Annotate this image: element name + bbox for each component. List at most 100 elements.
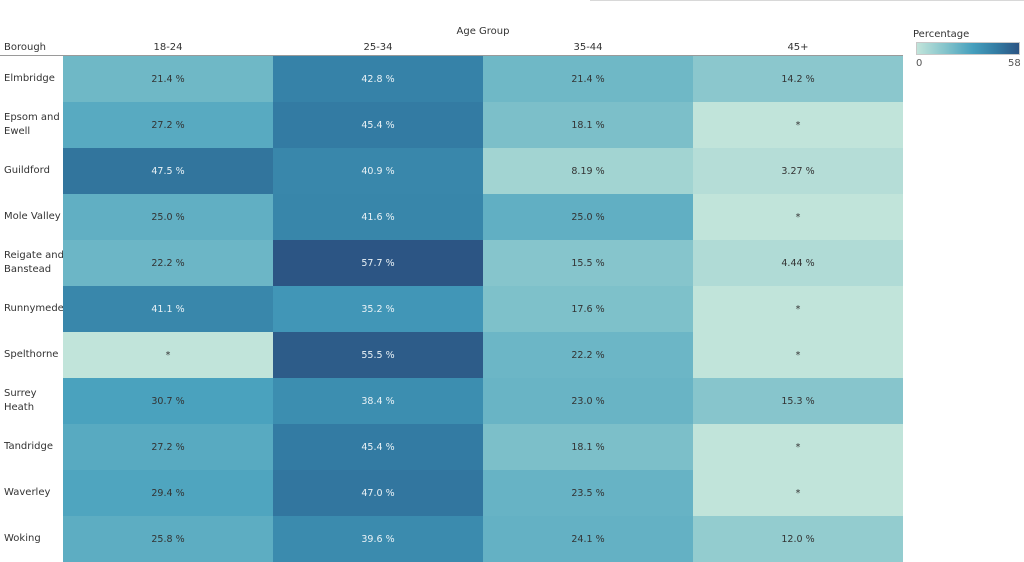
- cell-value-label: 21.4 %: [571, 73, 605, 85]
- heatmap-cell: *: [693, 286, 903, 332]
- heatmap-cell: 55.5 %: [273, 332, 483, 378]
- cell-value-label: *: [795, 211, 801, 223]
- heatmap-cell: 22.2 %: [483, 332, 693, 378]
- column-label-45: 45+: [787, 42, 809, 53]
- cell-value-label: 4.44 %: [781, 257, 815, 269]
- heatmap-cell: 21.4 %: [483, 56, 693, 102]
- heatmap-cell: 4.44 %: [693, 240, 903, 286]
- cell-value-label: 8.19 %: [571, 165, 605, 177]
- top-divider: [590, 0, 1024, 1]
- cell-value-label: 27.2 %: [151, 119, 185, 131]
- legend-gradient-bar: [916, 42, 1020, 55]
- heatmap-cell: 3.27 %: [693, 148, 903, 194]
- cell-value-label: 18.1 %: [571, 119, 605, 131]
- heatmap-cell: *: [693, 102, 903, 148]
- cell-value-label: 27.2 %: [151, 441, 185, 453]
- heatmap-cell: 24.1 %: [483, 516, 693, 562]
- header-rule: [0, 55, 903, 56]
- heatmap-cell: 14.2 %: [693, 56, 903, 102]
- row-label-text: Tandridge: [4, 441, 54, 452]
- heatmap-cell: 15.5 %: [483, 240, 693, 286]
- heatmap-cell: *: [63, 332, 273, 378]
- heatmap-cell: 27.2 %: [63, 102, 273, 148]
- heatmap-cell: 17.6 %: [483, 286, 693, 332]
- heatmap-cell: 18.1 %: [483, 102, 693, 148]
- column-label-25-34: 25-34: [363, 42, 393, 53]
- column-group-title: Age Group: [456, 26, 510, 37]
- heatmap-cell: 25.8 %: [63, 516, 273, 562]
- cell-value-label: 57.7 %: [361, 257, 395, 269]
- legend-title: Percentage: [913, 29, 970, 40]
- cell-value-label: *: [795, 349, 801, 361]
- cell-value-label: 41.6 %: [361, 211, 395, 223]
- row-label-text: Reigate and Banstead: [4, 250, 64, 275]
- heatmap-cell: 45.4 %: [273, 424, 483, 470]
- heatmap-cell: 25.0 %: [483, 194, 693, 240]
- row-label: Woking: [4, 516, 64, 562]
- heatmap-cell: 47.0 %: [273, 470, 483, 516]
- cell-value-label: 14.2 %: [781, 73, 815, 85]
- heatmap-cell: 57.7 %: [273, 240, 483, 286]
- heatmap-cell: 23.0 %: [483, 378, 693, 424]
- cell-value-label: *: [795, 441, 801, 453]
- heatmap-cell: 41.1 %: [63, 286, 273, 332]
- heatmap-cell: 30.7 %: [63, 378, 273, 424]
- cell-value-label: 23.0 %: [571, 395, 605, 407]
- heatmap-cell: 18.1 %: [483, 424, 693, 470]
- heatmap-cell: 27.2 %: [63, 424, 273, 470]
- row-label-text: Spelthorne: [4, 349, 59, 360]
- heatmap-cell: 42.8 %: [273, 56, 483, 102]
- row-label: Runnymede: [4, 286, 64, 332]
- row-label-text: Guildford: [4, 165, 50, 176]
- cell-value-label: 45.4 %: [361, 119, 395, 131]
- cell-value-label: 39.6 %: [361, 533, 395, 545]
- heatmap-cell: *: [693, 332, 903, 378]
- cell-value-label: 23.5 %: [571, 487, 605, 499]
- cell-value-label: 18.1 %: [571, 441, 605, 453]
- cell-value-label: 24.1 %: [571, 533, 605, 545]
- legend-min-label: 0: [916, 58, 923, 69]
- heatmap-cell: 25.0 %: [63, 194, 273, 240]
- column-label-18-24: 18-24: [153, 42, 183, 53]
- cell-value-label: 15.3 %: [781, 395, 815, 407]
- cell-value-label: 25.0 %: [571, 211, 605, 223]
- cell-value-label: 25.8 %: [151, 533, 185, 545]
- cell-value-label: 22.2 %: [571, 349, 605, 361]
- cell-value-label: 47.5 %: [151, 165, 185, 177]
- cell-value-label: *: [795, 303, 801, 315]
- heatmap-cell: 15.3 %: [693, 378, 903, 424]
- heatmap-cell: 40.9 %: [273, 148, 483, 194]
- row-label-text: Runnymede: [4, 303, 64, 314]
- cell-value-label: 21.4 %: [151, 73, 185, 85]
- cell-value-label: 22.2 %: [151, 257, 185, 269]
- heatmap-cell: 8.19 %: [483, 148, 693, 194]
- cell-value-label: 15.5 %: [571, 257, 605, 269]
- heatmap-cell: 39.6 %: [273, 516, 483, 562]
- row-label-text: Woking: [4, 533, 41, 544]
- cell-value-label: 3.27 %: [781, 165, 815, 177]
- heatmap-cell: 21.4 %: [63, 56, 273, 102]
- cell-value-label: 25.0 %: [151, 211, 185, 223]
- heatmap-cell: 23.5 %: [483, 470, 693, 516]
- heatmap-cell: 41.6 %: [273, 194, 483, 240]
- row-label-text: Mole Valley: [4, 211, 61, 222]
- cell-value-label: *: [165, 349, 171, 361]
- cell-value-label: 40.9 %: [361, 165, 395, 177]
- row-label-text: Waverley: [4, 487, 51, 498]
- row-label: Elmbridge: [4, 56, 64, 102]
- row-header-title: Borough: [4, 42, 47, 53]
- cell-value-label: 41.1 %: [151, 303, 185, 315]
- heatmap-cell: *: [693, 470, 903, 516]
- row-label: Reigate and Banstead: [4, 240, 64, 286]
- cell-value-label: 47.0 %: [361, 487, 395, 499]
- row-label: Mole Valley: [4, 194, 64, 240]
- cell-value-label: *: [795, 487, 801, 499]
- cell-value-label: 38.4 %: [361, 395, 395, 407]
- cell-value-label: 45.4 %: [361, 441, 395, 453]
- row-label: Epsom and Ewell: [4, 102, 64, 148]
- row-label: Spelthorne: [4, 332, 64, 378]
- row-label: Surrey Heath: [4, 378, 64, 424]
- cell-value-label: 12.0 %: [781, 533, 815, 545]
- heatmap-cell: 35.2 %: [273, 286, 483, 332]
